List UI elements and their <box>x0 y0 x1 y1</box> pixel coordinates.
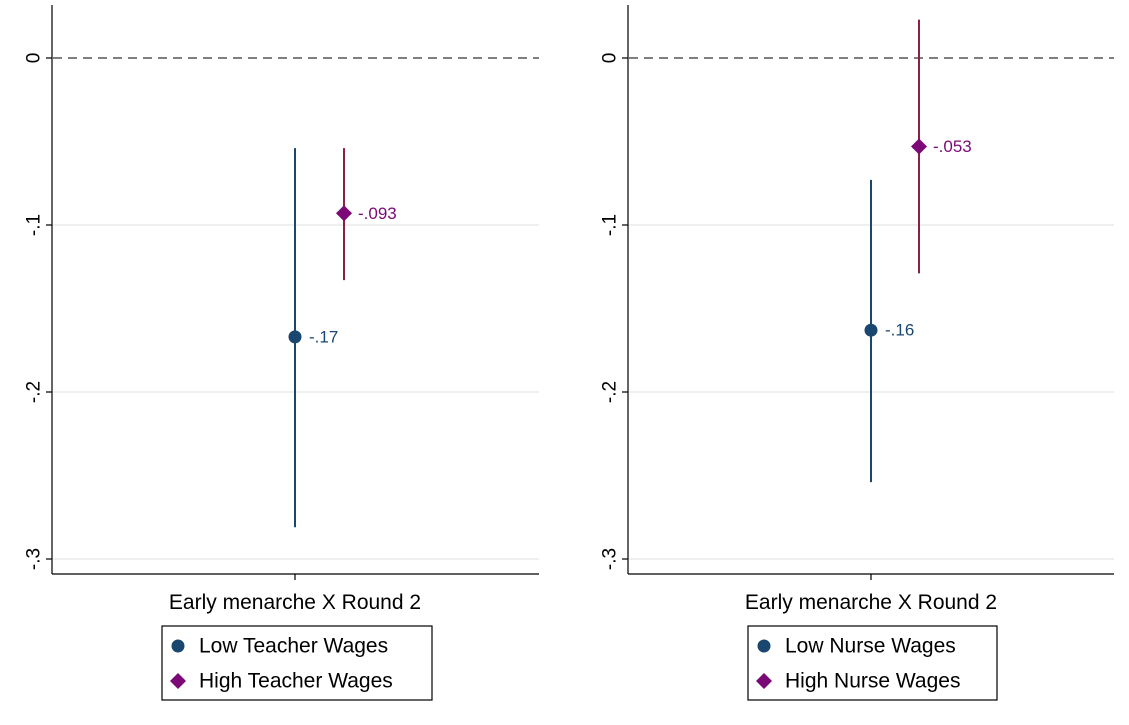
data-label-low: -.17 <box>309 327 338 346</box>
y-tick-label: 0 <box>600 53 621 64</box>
legend-teacher: Low Teacher Wages High Teacher Wages <box>161 625 433 701</box>
y-tick-label: -.1 <box>24 214 45 236</box>
y-tick-label: 0 <box>24 53 45 64</box>
legend-marker-low <box>171 639 185 653</box>
point-high <box>336 205 352 222</box>
legend-label-high: High Nurse Wages <box>785 670 960 693</box>
legend-marker-high <box>756 673 772 689</box>
y-tick-label: -.3 <box>24 548 45 570</box>
data-label-high: -.053 <box>933 137 972 156</box>
chart-panel-teacher: 0 -.1 -.2 -.3 Early menarche X Round 2 -.17 -.… <box>24 5 539 701</box>
legend-label-low: Low Teacher Wages <box>199 635 388 658</box>
legend-nurse: Low Nurse Wages High Nurse Wages <box>747 625 998 701</box>
x-tick-label: Early menarche X Round 2 <box>745 591 997 614</box>
y-tick-label: -.2 <box>600 381 621 403</box>
point-high <box>911 138 927 155</box>
point-low <box>864 323 878 337</box>
y-tick-label: -.3 <box>600 548 621 570</box>
point-low <box>288 330 302 344</box>
legend-box <box>747 625 998 701</box>
data-label-low: -.16 <box>885 321 914 340</box>
x-tick-label: Early menarche X Round 2 <box>169 591 421 614</box>
y-tick-label: -.1 <box>600 214 621 236</box>
legend-label-low: Low Nurse Wages <box>785 635 956 658</box>
legend-box <box>161 625 433 701</box>
legend-marker-high <box>170 673 186 689</box>
y-tick-label: -.2 <box>24 381 45 403</box>
legend-label-high: High Teacher Wages <box>199 670 393 693</box>
legend-marker-low <box>757 639 771 653</box>
data-label-high: -.093 <box>358 204 397 223</box>
chart-panel-nurse: 0 -.1 -.2 -.3 Early menarche X Round 2 -.16 -.… <box>600 5 1114 701</box>
